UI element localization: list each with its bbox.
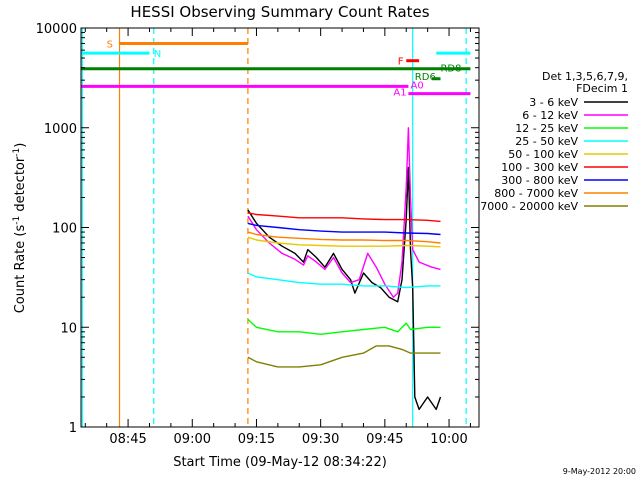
legend-entry-label: 3 - 6 keV [529, 96, 578, 109]
y-tick-label: 1000 [44, 122, 77, 137]
state-label: F [398, 57, 404, 68]
x-tick-label: 10:00 [430, 432, 467, 447]
state-label: RD6 [415, 72, 436, 83]
legend-header-line-1: Det 1,3,5,6,7,9, [542, 70, 628, 83]
legend-entry-label: 50 - 100 keV [508, 148, 578, 161]
legend-entry-label: 7000 - 20000 keV [480, 200, 578, 213]
y-axis-label: Count Rate (s-1 detector-1) [12, 143, 28, 314]
chart-title: HESSI Observing Summary Count Rates [130, 3, 429, 21]
y-tick-label: 10 [60, 321, 77, 336]
state-label: RD8 [440, 64, 461, 75]
series-line-6-12-kev [247, 127, 441, 298]
date-stamp: 9-May-2012 20:00 [563, 467, 636, 476]
x-tick-label: 09:45 [366, 432, 403, 447]
state-label: S [107, 39, 113, 50]
series-line-25-50-kev [247, 272, 441, 289]
state-label: A0 [411, 81, 424, 92]
series-line-300-800-kev [247, 222, 441, 236]
y-tick-label: 1 [69, 421, 77, 436]
x-axis-label: Start Time (09-May-12 08:34:22) [173, 455, 387, 470]
legend-entry-label: 800 - 7000 keV [494, 187, 578, 200]
series-line-7000-20000-kev [247, 345, 441, 368]
series-line-800-7000-kev [247, 231, 441, 244]
series-line-100-300-kev [247, 212, 441, 223]
x-tick-label: 09:00 [174, 432, 211, 447]
legend-entry-label: 6 - 12 keV [522, 109, 578, 122]
series-line-3-6-kev [247, 166, 442, 411]
series-line-50-100-kev [247, 236, 441, 248]
state-label: A1 [393, 88, 406, 99]
legend-entry-label: 300 - 800 keV [501, 174, 578, 187]
legend-header-line-2: FDecim 1 [576, 82, 628, 95]
y-tick-label: 100 [52, 222, 77, 237]
legend-entry-label: 12 - 25 keV [515, 122, 578, 135]
series-line-12-25-kev [247, 318, 441, 335]
x-tick-label: 08:45 [109, 432, 146, 447]
x-tick-label: 09:15 [238, 432, 275, 447]
y-tick-label: 10000 [36, 22, 77, 37]
state-label: N [154, 49, 161, 60]
x-tick-label: 09:30 [302, 432, 339, 447]
legend-entry-label: 25 - 50 keV [515, 135, 578, 148]
legend-entry-label: 100 - 300 keV [501, 161, 578, 174]
